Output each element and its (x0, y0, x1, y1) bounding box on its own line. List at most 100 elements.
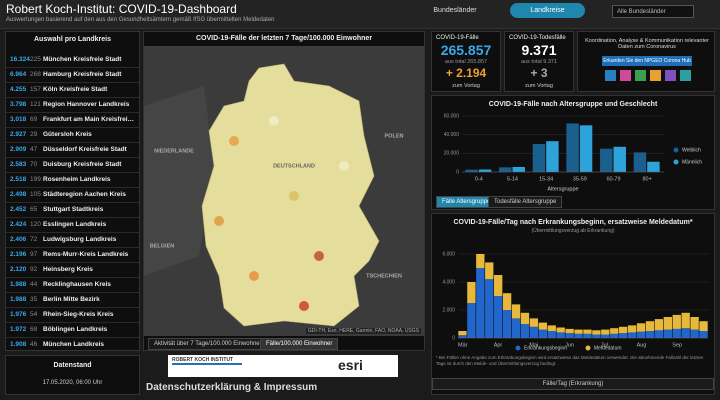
list-row[interactable]: 6.964 268 Hamburg Kreisfreie Stadt (6, 67, 139, 83)
bar-segment (502, 310, 512, 338)
case-count: 2.424 (10, 221, 27, 228)
list-row[interactable]: 3.798 121 Region Hannover Landkreis (6, 97, 139, 113)
map-label: NIEDERLANDE (154, 148, 194, 154)
x-tick-label: 15-34 (539, 176, 553, 182)
chart-tab[interactable]: Fälle/Tag (Erkrankung) (432, 378, 714, 390)
list-row[interactable]: 2.424 120 Esslingen Landkreis (6, 217, 139, 233)
x-tick-label: 35-59 (573, 176, 587, 182)
hub-icon[interactable] (635, 70, 646, 81)
district-name: Rems-Murr-Kreis Landkreis (43, 251, 129, 258)
dropdown[interactable]: Alle Bundesländer (612, 5, 694, 18)
x-tick-label: Jun (565, 342, 574, 348)
district-name: Düsseldorf Kreisfreie Stadt (43, 146, 127, 153)
tab[interactable]: Bundesländer (433, 7, 477, 14)
list-row[interactable]: 16.324 225 München Kreisfreie Stadt (6, 52, 139, 68)
list-title: Auswahl pro Landkreis (33, 36, 112, 43)
case-count: 6.964 (10, 71, 27, 78)
bar-segment (476, 268, 485, 338)
death-count: 29 (30, 131, 38, 138)
hotspot (229, 136, 239, 146)
map-label: DEUTSCHLAND (273, 163, 315, 169)
bar-segment (547, 325, 556, 331)
hub-button[interactable]: Erkunden Sie den NPGEO Corona Hub (602, 56, 692, 66)
district-name: Heinsberg Kreis (43, 266, 93, 273)
map-tab[interactable]: Fälle/100.000 Einwohner (260, 338, 339, 350)
district-name: Rosenheim Landkreis (43, 176, 111, 183)
hub-icon[interactable] (650, 70, 661, 81)
x-tick-label: 60-79 (606, 176, 620, 182)
bar-segment (636, 323, 646, 332)
bar (499, 167, 512, 172)
bar-segment (467, 303, 476, 338)
kpi-title: COVID-19-Todesfälle (509, 35, 566, 41)
list-row[interactable]: 2.196 97 Rems-Murr-Kreis Landkreis (6, 247, 139, 263)
status-panel: Datenstand 17.05.2020, 06:00 Uhr (5, 355, 140, 395)
list-row[interactable]: 1.976 54 Rhein-Sieg-Kreis Kreis (6, 307, 139, 323)
bar-segment (467, 282, 476, 303)
list-row[interactable]: 1.988 44 Recklinghausen Kreis (6, 277, 139, 293)
bar-segment (538, 329, 547, 338)
list-row[interactable]: 1.988 35 Berlin Mitte Bezirk (6, 292, 139, 308)
case-count: 2.406 (10, 236, 27, 243)
bar-segment (565, 333, 574, 338)
district-name: Esslingen Landkreis (43, 221, 107, 228)
kpi-delta-label: zum Vortag (452, 83, 480, 89)
case-count: 2.498 (10, 191, 27, 198)
list-row[interactable]: 1.972 68 Böblingen Landkreis (6, 322, 139, 338)
bar (600, 148, 613, 172)
map-title: COVID-19-Fälle der letzten 7 Tage/100.00… (195, 35, 373, 42)
legend-label: Männlich (682, 159, 702, 165)
kpi-total: aus total 265.857 (444, 59, 488, 65)
death-count: 69 (30, 116, 38, 123)
kpi-delta: + 2.194 (445, 66, 487, 80)
x-tick-label: 80+ (642, 176, 651, 182)
status-date: 17.05.2020, 06:00 Uhr (42, 380, 103, 386)
age-panel: COVID-19-Fälle nach Altersgruppe und Ges… (431, 95, 715, 210)
list-row[interactable]: 2.927 29 Gütersloh Kreis (6, 127, 139, 143)
list-row[interactable]: 4.255 157 Köln Kreisfreie Stadt (6, 82, 139, 98)
death-count: 121 (30, 101, 41, 108)
list-row[interactable]: 2.452 65 Stuttgart Stadtkreis (6, 202, 139, 218)
list-row[interactable]: 2.909 47 Düsseldorf Kreisfreie Stadt (6, 142, 139, 158)
list-row[interactable]: 2.583 70 Duisburg Kreisfreie Stadt (6, 157, 139, 173)
hotspot (299, 301, 309, 311)
hub-icon[interactable] (680, 70, 691, 81)
kpi-value: 9.371 (521, 42, 557, 58)
case-count: 2.196 (10, 251, 27, 258)
list-row[interactable]: 1.908 46 München Landkreis (6, 337, 139, 350)
bar-segment (601, 329, 610, 335)
case-count: 2.120 (10, 266, 27, 273)
death-count: 92 (30, 266, 38, 273)
subtitle: Auswertungen basierend auf den aus den G… (6, 17, 275, 23)
hotspot (214, 216, 224, 226)
case-count: 2.518 (10, 176, 27, 183)
privacy-link[interactable]: Datenschutzerklärung & Impressum (146, 382, 318, 393)
death-count: 268 (30, 71, 41, 78)
chart-tab[interactable]: Todesfälle Altersgruppe (488, 196, 563, 208)
status-title: Datenstand (53, 362, 92, 369)
map-tab[interactable]: Aktivität über 7 Tage/100.000 Einwohner (148, 338, 268, 350)
tab[interactable]: Landkreise (510, 3, 585, 18)
legend-label: Weiblich (682, 147, 701, 153)
bar-segment (672, 314, 681, 329)
death-count: 54 (30, 311, 38, 318)
hotspot (289, 191, 299, 201)
bar-segment (520, 312, 530, 324)
list-row[interactable]: 2.120 92 Heinsberg Kreis (6, 262, 139, 278)
death-count: 44 (30, 281, 38, 288)
bar-segment (681, 328, 690, 338)
y-tick-label: 40.000 (444, 132, 460, 138)
list-row[interactable]: 2.498 105 Städteregion Aachen Kreis (6, 187, 139, 203)
hub-icon[interactable] (605, 70, 616, 81)
list-row[interactable]: 2.518 199 Rosenheim Landkreis (6, 172, 139, 188)
bar (532, 144, 546, 172)
bar (647, 161, 660, 172)
hub-icon[interactable] (665, 70, 676, 81)
death-count: 97 (30, 251, 38, 258)
list-row[interactable]: 2.406 72 Ludwigsburg Landkreis (6, 232, 139, 248)
district-name: Frankfurt am Main Kreisfreie Stadt (43, 116, 137, 123)
legend-swatch (515, 345, 521, 351)
hub-icon[interactable] (620, 70, 631, 81)
x-tick-label: Mai (529, 342, 538, 348)
